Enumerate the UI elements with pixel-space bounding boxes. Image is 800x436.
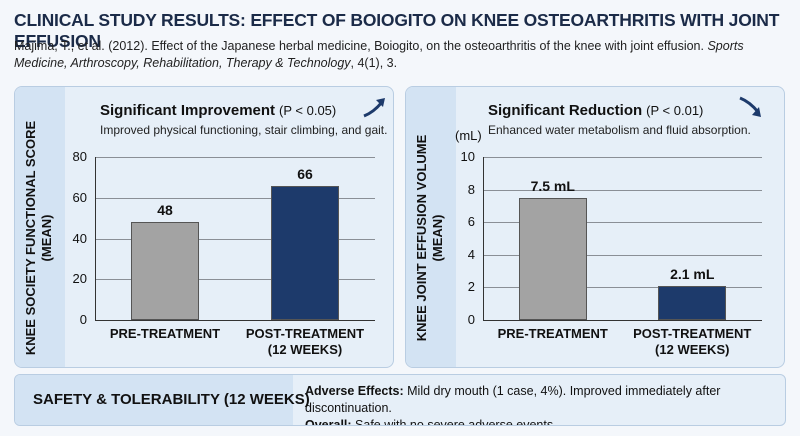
bar [271,185,339,320]
y-tick-label: 0 [467,312,475,327]
value-label: 2.1 mL [670,265,715,282]
y-tick-label: 0 [79,312,87,327]
chart-title-main: Significant Reduction [488,102,643,119]
grid-line [95,279,375,281]
y-tick-label: 8 [467,181,475,197]
x-tick-label: PRE-TREATMENT [497,326,608,341]
panel-strip [406,87,456,367]
safety-label: Overall: [305,418,352,426]
citation: Majima, T., et al. (2012). Effect of the… [14,38,784,72]
panel-strip [15,87,65,367]
grid-line [95,157,375,158]
safety-lines: Adverse Effects: Mild dry mouth (1 case,… [305,383,785,426]
chart-title-note: (P < 0.01) [646,103,704,118]
y-axis-title: KNEE SOCIETY FUNCTIONAL SCORE (MEAN) [23,120,54,356]
chart-title: Significant Improvement (P < 0.05) [100,102,336,119]
grid-line [483,287,762,289]
y-axis-line [95,157,96,320]
citation-journal: Sports Medicine, Arthroscopy, Rehabilita… [14,39,744,70]
y-tick-label: 6 [467,214,475,230]
up-arrow-icon [363,98,385,118]
grid-line [95,320,375,321]
panel [405,86,785,368]
y-tick-label: 4 [467,246,475,262]
safety-text: Mild dry mouth (1 case, 4%). Improved im… [305,384,721,415]
page-title: CLINICAL STUDY RESULTS: EFFECT OF BOIOGI… [14,10,780,51]
safety-line: Adverse Effects: Mild dry mouth (1 case,… [305,383,785,417]
grid-line [483,189,762,191]
chart-title: Significant Reduction (P < 0.01) [488,102,703,119]
grid-line [483,320,762,321]
y-tick-label: 20 [72,271,87,287]
down-arrow-icon [739,96,761,117]
x-tick-label: POST-TREATMENT (12 WEEKS) [633,326,752,357]
y-tick-label: 10 [460,149,475,164]
safety-box: SAFETY & TOLERABILITY (12 WEEKS) Adverse… [14,374,786,426]
value-label: 7.5 mL [530,177,575,194]
x-tick-label: PRE-TREATMENT [109,326,221,341]
safety-text: Safe with no severe adverse events. [355,418,557,426]
chart-subtitle: Improved physical functioning, stair cli… [100,123,388,137]
chart-subtitle: Enhanced water metabolism and fluid abso… [488,123,751,137]
y-axis-line [483,157,484,320]
y-axis-title: KNEE JOINT EFFUSION VOLUME (MEAN) [414,134,445,342]
safety-strip [15,375,293,425]
bar [658,285,727,320]
safety-title: SAFETY & TOLERABILITY (12 WEEKS) [33,391,310,408]
x-tick-label: POST-TREATMENT (12 WEEKS) [245,326,365,357]
grid-line [483,222,762,224]
y-tick-label: 2 [467,279,475,295]
grid-line [95,238,375,240]
y-tick-label: 60 [72,189,87,205]
safety-label: Adverse Effects: [305,384,404,398]
chart-title-note: (P < 0.05) [279,103,337,118]
y-tick-label: 40 [72,230,87,246]
y-tick-label: 80 [72,149,87,164]
bar [518,197,587,320]
grid-line [95,197,375,199]
value-label: 48 [157,202,173,219]
y-unit: (mL) [455,128,482,143]
grid-line [483,157,762,158]
chart-title-main: Significant Improvement [100,102,276,119]
bar [131,222,199,320]
citation-text: Majima, T., et al. (2012). Effect of the… [14,39,704,53]
citation-issue: , 4(1), 3. [350,56,398,70]
safety-line: Overall: Safe with no severe adverse eve… [305,417,785,426]
value-label: 66 [297,165,313,182]
grid-line [483,254,762,256]
